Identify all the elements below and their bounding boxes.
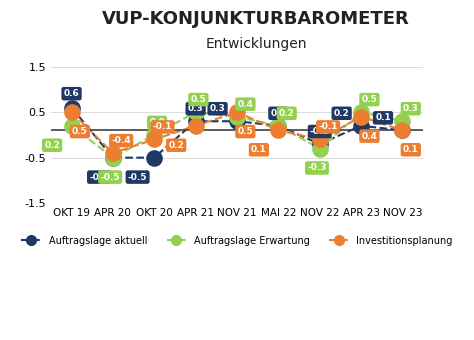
Text: 0.2: 0.2 bbox=[279, 109, 294, 118]
Point bbox=[233, 114, 241, 119]
Point bbox=[233, 109, 241, 115]
Text: -0.4: -0.4 bbox=[111, 136, 131, 145]
Text: 0.2: 0.2 bbox=[44, 141, 60, 150]
Point bbox=[274, 128, 282, 133]
Point bbox=[150, 155, 158, 160]
Text: 0.0: 0.0 bbox=[149, 118, 165, 127]
Point bbox=[399, 128, 406, 133]
Point bbox=[68, 123, 75, 129]
Point bbox=[399, 128, 406, 133]
Text: -0.5: -0.5 bbox=[100, 173, 120, 182]
Text: -0.5: -0.5 bbox=[89, 173, 109, 182]
Text: Entwicklungen: Entwicklungen bbox=[205, 37, 307, 51]
Point bbox=[357, 114, 365, 119]
Text: 0.4: 0.4 bbox=[237, 100, 253, 109]
Point bbox=[357, 123, 365, 129]
Text: 0.5: 0.5 bbox=[237, 127, 253, 136]
Point bbox=[316, 141, 324, 147]
Text: 0.1: 0.1 bbox=[403, 145, 419, 154]
Point bbox=[68, 105, 75, 110]
Point bbox=[274, 123, 282, 129]
Text: 0.5: 0.5 bbox=[362, 95, 377, 104]
Text: 0.4: 0.4 bbox=[362, 132, 377, 141]
Point bbox=[150, 132, 158, 138]
Text: 0.1: 0.1 bbox=[251, 145, 267, 154]
Legend: Auftragslage aktuell, Auftragslage Erwartung, Investitionsplanung: Auftragslage aktuell, Auftragslage Erwar… bbox=[18, 233, 456, 250]
Text: -0.3: -0.3 bbox=[307, 164, 327, 172]
Text: 0.3: 0.3 bbox=[188, 104, 203, 113]
Text: VUP-KONJUNKTURBAROMETER: VUP-KONJUNKTURBAROMETER bbox=[102, 10, 410, 28]
Text: 0.3: 0.3 bbox=[403, 104, 419, 113]
Point bbox=[192, 119, 200, 124]
Text: 0.2: 0.2 bbox=[168, 141, 184, 150]
Text: -0.5: -0.5 bbox=[128, 173, 147, 182]
Point bbox=[68, 109, 75, 115]
Point bbox=[109, 150, 117, 156]
Point bbox=[316, 137, 324, 142]
Text: 0.5: 0.5 bbox=[191, 95, 206, 104]
Text: -0.2: -0.2 bbox=[310, 127, 329, 136]
Point bbox=[192, 123, 200, 129]
Text: 0.2: 0.2 bbox=[271, 109, 286, 118]
Point bbox=[150, 137, 158, 142]
Point bbox=[233, 119, 241, 124]
Text: 0.6: 0.6 bbox=[64, 89, 80, 98]
Text: 0.3: 0.3 bbox=[210, 104, 226, 113]
Point bbox=[316, 146, 324, 151]
Point bbox=[357, 109, 365, 115]
Point bbox=[109, 155, 117, 160]
Point bbox=[274, 123, 282, 129]
Point bbox=[109, 155, 117, 160]
Point bbox=[192, 109, 200, 115]
Text: -0.1: -0.1 bbox=[319, 122, 338, 132]
Text: 0.5: 0.5 bbox=[72, 127, 88, 136]
Text: -0.1: -0.1 bbox=[153, 122, 173, 132]
Text: 0.1: 0.1 bbox=[375, 113, 391, 122]
Text: 0.2: 0.2 bbox=[334, 109, 349, 118]
Point bbox=[399, 119, 406, 124]
